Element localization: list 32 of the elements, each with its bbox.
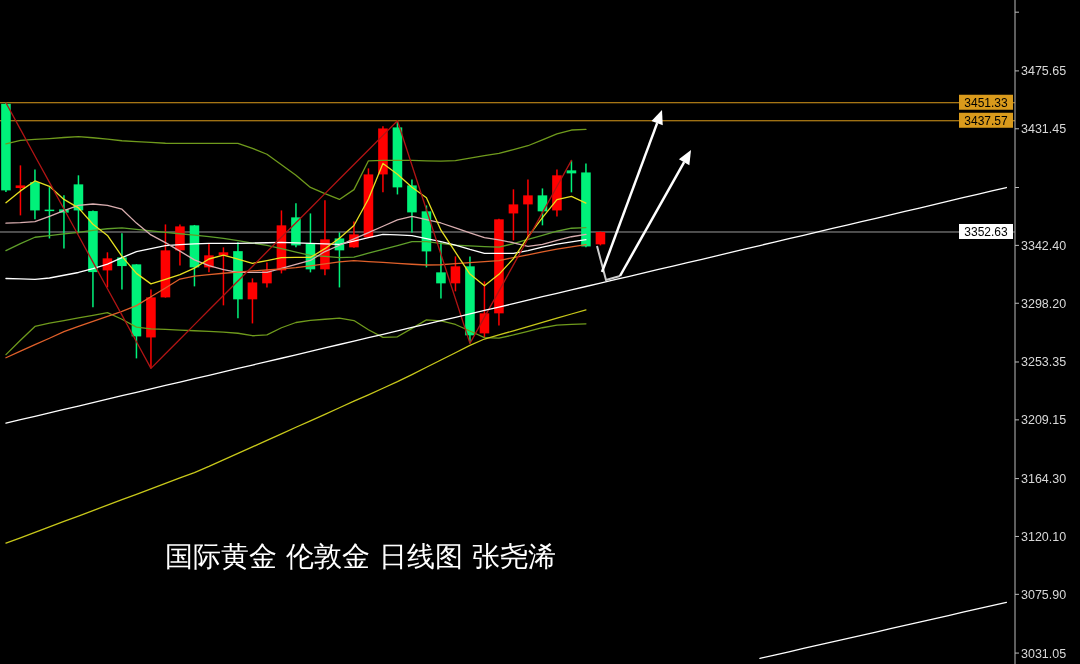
candlestick bbox=[450, 255, 461, 293]
y-tick-label: 3253.35 bbox=[1021, 355, 1067, 370]
y-tick-label: 3209.15 bbox=[1021, 413, 1067, 428]
y-tick-label: 3342.40 bbox=[1021, 238, 1067, 253]
line-series bbox=[5, 162, 587, 287]
y-tick-label: 3120.10 bbox=[1021, 529, 1067, 544]
y-tick-label: 3431.45 bbox=[1021, 122, 1067, 137]
y-tick-label: 3075.90 bbox=[1021, 587, 1067, 602]
candlestick bbox=[15, 164, 26, 217]
line-series bbox=[759, 601, 1008, 660]
y-tick-label: 3475.65 bbox=[1021, 64, 1067, 79]
line-series bbox=[5, 233, 587, 281]
candlestick bbox=[566, 159, 577, 194]
y-tick-label: 3298.20 bbox=[1021, 296, 1067, 311]
ref-line-label: 3352.63 bbox=[964, 224, 1009, 239]
text: 国际黄金 伦敦金 日线图 张尧浠 bbox=[165, 540, 556, 573]
candlestick bbox=[247, 277, 258, 325]
line-series bbox=[5, 128, 587, 201]
line-series bbox=[5, 186, 1008, 424]
line-series bbox=[5, 309, 587, 544]
line-series bbox=[5, 312, 587, 356]
candlestick bbox=[218, 246, 229, 307]
line-series bbox=[5, 226, 587, 259]
y-tick-label: 3031.05 bbox=[1021, 646, 1067, 661]
candlestick bbox=[508, 188, 519, 242]
line-series bbox=[5, 243, 587, 359]
candlestick bbox=[436, 241, 446, 300]
candlestick bbox=[523, 178, 533, 239]
ref-line-label: 3451.33 bbox=[964, 95, 1009, 110]
y-tick-label: 3164.30 bbox=[1021, 472, 1067, 487]
ref-line-label: 3437.57 bbox=[964, 113, 1009, 128]
line-series bbox=[5, 102, 573, 369]
